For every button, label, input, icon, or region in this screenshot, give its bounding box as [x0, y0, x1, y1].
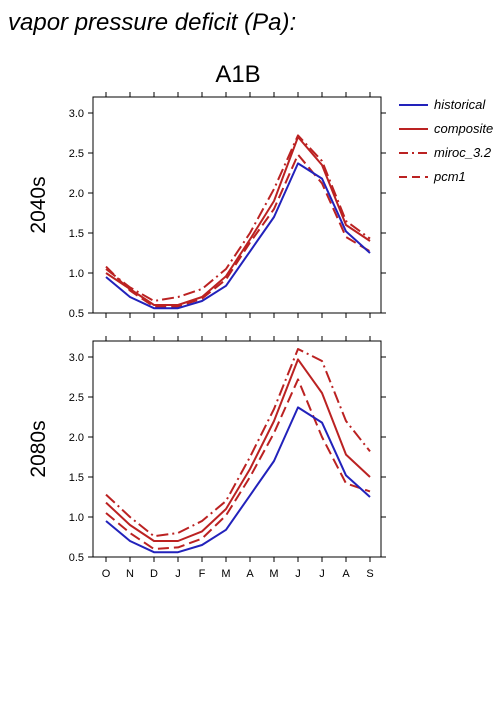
panel-2040s: 0.5 1.0 1.5 2.0 2.5 3.0 2040s: [27, 92, 386, 320]
legend: historical composite miroc_3.2 pcm1: [399, 97, 493, 184]
x-tick-label: N: [126, 568, 134, 580]
legend-label: miroc_3.2: [434, 145, 492, 160]
y-tick-label: 3.0: [69, 108, 84, 120]
series-line-pcm1: [105, 378, 371, 550]
legend-label: composite: [434, 121, 493, 136]
legend-label: pcm1: [433, 169, 466, 184]
y-tick-label: 2.0: [69, 432, 84, 444]
series-line-pcm1: [105, 153, 371, 308]
scenario-title: A1B: [215, 61, 260, 88]
y-tick-label: 1.0: [69, 268, 84, 280]
y-tick-label: 0.5: [69, 308, 84, 320]
x-tick-label: F: [199, 568, 206, 580]
legend-label: historical: [434, 97, 486, 112]
panel-2080s: 0.5 1.0 1.5 2.0 2.5 3.0 O N D J F M A M J J A S 2080s: [27, 336, 386, 580]
y-tick-label: 2.5: [69, 392, 84, 404]
x-tick-label: O: [102, 568, 111, 580]
x-tick-label: S: [366, 568, 373, 580]
x-tick-label: A: [246, 568, 254, 580]
x-tick-label: M: [269, 568, 278, 580]
series-line-historical: [105, 406, 371, 554]
panel-label: 2040s: [27, 176, 50, 233]
x-tick-label: J: [295, 568, 301, 580]
series-line-composite: [105, 136, 371, 306]
y-tick-label: 1.0: [69, 512, 84, 524]
panel-label: 2080s: [27, 420, 50, 477]
x-tick-label: J: [175, 568, 181, 580]
x-tick-label: M: [221, 568, 230, 580]
series-line-miroc-3-2: [105, 134, 371, 302]
y-tick-label: 3.0: [69, 352, 84, 364]
x-tick-label: A: [342, 568, 350, 580]
x-tick-label: D: [150, 568, 158, 580]
y-tick-label: 1.5: [69, 472, 84, 484]
x-tick-label: J: [319, 568, 325, 580]
y-tick-label: 2.5: [69, 148, 84, 160]
plot-frame: [92, 340, 382, 558]
y-tick-label: 2.0: [69, 188, 84, 200]
series-line-miroc-3-2: [105, 348, 371, 538]
y-tick-label: 1.5: [69, 228, 84, 240]
series-line-composite: [105, 358, 371, 542]
figure-title: vapor pressure deficit (Pa):: [8, 9, 296, 36]
plot-frame: [92, 96, 382, 314]
series-line-historical: [105, 162, 371, 310]
y-tick-label: 0.5: [69, 552, 84, 564]
